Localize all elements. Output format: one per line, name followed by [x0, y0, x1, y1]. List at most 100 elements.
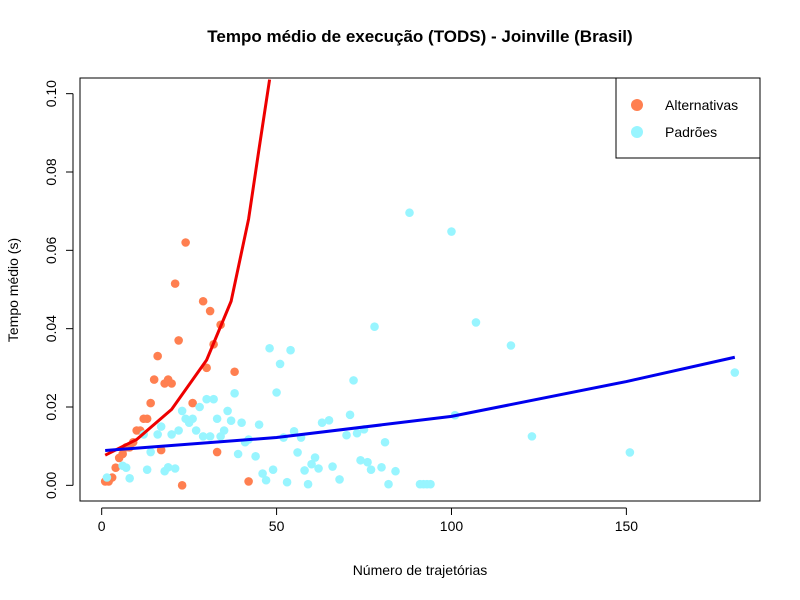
point	[289, 426, 299, 436]
fit-line	[104, 79, 272, 457]
point	[384, 479, 393, 489]
point	[191, 426, 201, 435]
y-tick-label: 0.08	[43, 158, 59, 185]
legend-label: Padrões	[665, 124, 717, 140]
point	[310, 453, 320, 462]
point	[118, 449, 127, 459]
point	[233, 449, 243, 459]
point	[363, 457, 372, 467]
point	[174, 426, 183, 435]
point	[212, 414, 222, 424]
legend-box	[615, 77, 761, 159]
point	[156, 445, 166, 455]
point	[188, 398, 197, 408]
point	[300, 466, 309, 475]
point	[625, 448, 635, 457]
point	[471, 318, 481, 327]
legend-marker	[631, 126, 643, 138]
point	[391, 466, 400, 476]
point	[142, 465, 152, 474]
point	[202, 363, 211, 373]
point	[223, 406, 232, 416]
legend-marker	[631, 99, 643, 111]
point	[405, 208, 414, 218]
point	[730, 368, 740, 377]
point	[230, 388, 239, 398]
point	[275, 359, 285, 369]
y-tick-label: 0.00	[43, 471, 59, 498]
point	[282, 477, 292, 487]
y-tick-label: 0.04	[43, 315, 59, 342]
point	[230, 367, 239, 377]
point	[156, 422, 166, 431]
point	[328, 462, 337, 471]
point	[170, 279, 180, 288]
point	[170, 464, 180, 473]
point	[324, 416, 334, 425]
point	[181, 238, 190, 247]
point	[377, 463, 386, 472]
point	[102, 473, 112, 482]
point	[111, 463, 120, 473]
point	[345, 410, 355, 420]
x-tick-label: 50	[269, 518, 285, 534]
x-axis-title: Número de trajetórias	[353, 562, 488, 578]
y-tick-label: 0.02	[43, 393, 59, 420]
point	[506, 341, 516, 350]
point	[205, 432, 215, 441]
point	[314, 464, 323, 473]
point	[195, 402, 204, 412]
point	[307, 459, 316, 469]
point	[198, 432, 208, 441]
point	[167, 379, 176, 388]
x-tick-label: 0	[98, 518, 106, 534]
y-tick-label: 0.06	[43, 236, 59, 263]
point	[142, 414, 152, 424]
y-axis-title: Tempo médio (s)	[5, 238, 21, 342]
plot-frame	[79, 77, 761, 502]
point	[177, 406, 187, 416]
point	[366, 465, 376, 474]
point	[125, 473, 134, 483]
point	[380, 437, 390, 447]
point	[349, 376, 358, 385]
point	[356, 455, 365, 465]
point	[121, 463, 131, 473]
chart-title: Tempo médio de execução (TODS) - Joinvil…	[207, 27, 632, 46]
point	[265, 343, 274, 353]
x-tick-label: 150	[615, 518, 639, 534]
point	[527, 432, 537, 441]
point	[177, 481, 187, 490]
point	[261, 475, 271, 485]
y-tick-label: 0.10	[43, 80, 59, 107]
point	[149, 375, 159, 384]
plot-area	[100, 79, 740, 490]
point	[237, 418, 246, 427]
point	[174, 336, 183, 345]
point	[226, 416, 236, 426]
point	[370, 322, 379, 332]
point	[198, 296, 208, 306]
point	[268, 465, 278, 474]
point	[188, 414, 197, 424]
point	[447, 227, 456, 236]
point	[167, 430, 176, 439]
point	[254, 420, 264, 429]
point	[212, 447, 222, 457]
point	[153, 430, 162, 439]
point	[352, 428, 362, 438]
point	[202, 394, 211, 404]
fit-line	[105, 355, 736, 452]
point	[303, 479, 313, 489]
x-tick-label: 100	[440, 518, 464, 534]
point	[153, 351, 162, 361]
point	[146, 447, 155, 457]
point	[293, 448, 302, 457]
point	[205, 306, 215, 316]
point	[342, 430, 351, 440]
legend-label: Alternativas	[665, 97, 738, 113]
point	[272, 388, 281, 397]
point	[258, 469, 267, 478]
point	[335, 475, 344, 484]
